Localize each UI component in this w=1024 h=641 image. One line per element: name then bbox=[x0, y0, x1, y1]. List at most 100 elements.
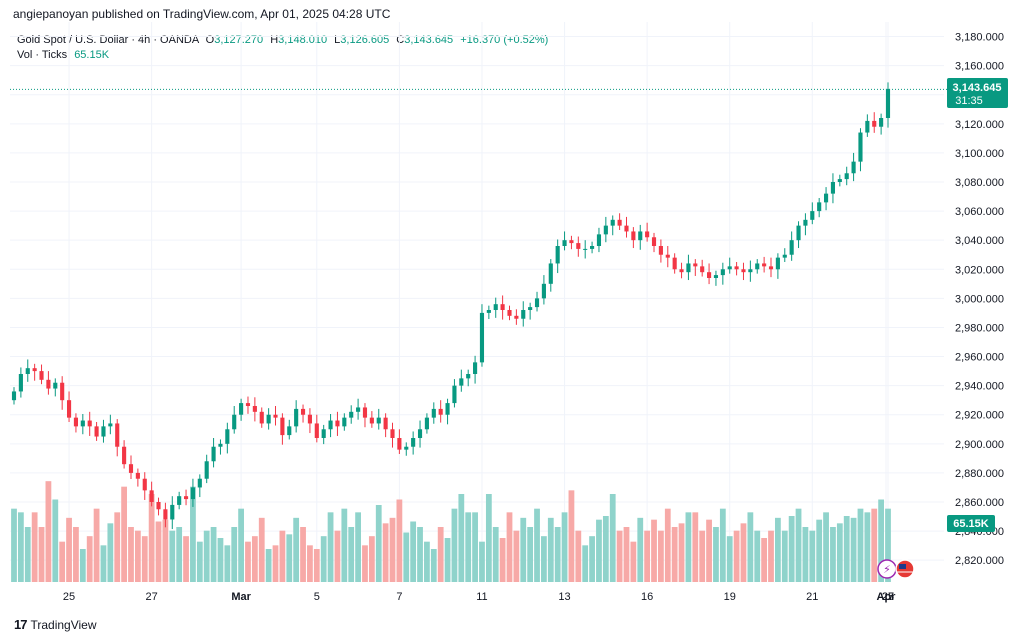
candle-body bbox=[225, 429, 230, 444]
volume-bar bbox=[836, 523, 843, 582]
volume-bar bbox=[644, 530, 651, 582]
candle-body bbox=[803, 219, 808, 226]
candle-body bbox=[239, 403, 244, 415]
candle-body bbox=[66, 400, 72, 418]
candles bbox=[11, 82, 891, 530]
volume-bar bbox=[300, 527, 306, 582]
candle-body bbox=[782, 254, 787, 258]
volume-label[interactable]: Vol · Ticks bbox=[17, 49, 68, 61]
volume-bar bbox=[616, 530, 623, 582]
volume-bar bbox=[781, 530, 788, 582]
volume-bar bbox=[128, 527, 134, 582]
volume-bar bbox=[685, 512, 692, 582]
volume-bar bbox=[857, 508, 864, 582]
volume-bar bbox=[31, 512, 38, 582]
volume-bar bbox=[774, 517, 781, 582]
candle-body bbox=[473, 362, 478, 374]
volume-bar bbox=[492, 527, 499, 582]
volume-bar bbox=[692, 512, 699, 582]
candle-body bbox=[177, 496, 182, 505]
candle-body bbox=[349, 411, 354, 418]
volume-bar bbox=[561, 512, 568, 582]
volume-bar bbox=[465, 512, 472, 582]
volume-bar bbox=[251, 536, 258, 582]
candle-body bbox=[252, 406, 257, 412]
candle-body bbox=[514, 315, 519, 319]
candle-body bbox=[218, 443, 223, 447]
volume-bar bbox=[66, 517, 72, 582]
candle-body bbox=[548, 263, 553, 284]
y-tick-label: 2,940.000 bbox=[955, 381, 1004, 393]
volume-bar bbox=[238, 508, 244, 582]
volume-bar bbox=[24, 527, 31, 582]
candle-body bbox=[534, 298, 540, 308]
x-tick-label: 25 bbox=[63, 591, 75, 603]
volume-bar bbox=[637, 517, 644, 582]
candle-body bbox=[404, 446, 409, 450]
volume-bar bbox=[451, 508, 458, 582]
volume-bar bbox=[444, 538, 451, 582]
event-icons[interactable]: ⚡ bbox=[877, 559, 915, 579]
volume-bar bbox=[740, 523, 747, 582]
volume-bar bbox=[534, 508, 540, 582]
volume-bar bbox=[568, 490, 575, 582]
volume-bar bbox=[327, 512, 334, 582]
candle-body bbox=[603, 225, 608, 235]
candle-body bbox=[658, 246, 663, 255]
volume-bar bbox=[341, 508, 348, 582]
candle-body bbox=[576, 243, 581, 249]
candle-body bbox=[280, 417, 285, 436]
volume-bar bbox=[816, 519, 823, 582]
volume-bar bbox=[293, 517, 300, 582]
candle-body bbox=[872, 120, 877, 127]
candle-body bbox=[810, 211, 815, 220]
x-tick-label: 16 bbox=[641, 591, 653, 603]
candle-body bbox=[314, 423, 319, 438]
candle-body bbox=[693, 263, 698, 267]
candle-body bbox=[762, 263, 767, 267]
volume-bar bbox=[265, 549, 272, 582]
volume-bar bbox=[430, 549, 437, 582]
volume-bar bbox=[114, 512, 121, 582]
volume-bar bbox=[141, 536, 148, 582]
candle-body bbox=[232, 414, 237, 430]
candle-body bbox=[80, 420, 85, 427]
last-price-text: 3,143.645 bbox=[953, 82, 1002, 94]
candle-body bbox=[108, 423, 113, 427]
volume-bar bbox=[596, 519, 602, 582]
candle-body bbox=[521, 310, 526, 319]
candle-body bbox=[397, 438, 402, 450]
candle-body bbox=[445, 403, 450, 415]
candle-body bbox=[369, 417, 374, 424]
candle-body bbox=[727, 266, 732, 270]
candle-body bbox=[362, 407, 368, 418]
x-tick-label: 11 bbox=[476, 591, 487, 603]
candle-body bbox=[596, 234, 602, 246]
candle-body bbox=[672, 257, 677, 270]
candle-body bbox=[665, 254, 670, 258]
publisher-line: angiepanoyan published on TradingView.co… bbox=[13, 7, 391, 21]
candle-body bbox=[431, 408, 436, 418]
footer-brand[interactable]: 17 TradingView bbox=[14, 617, 97, 632]
volume-bar bbox=[86, 536, 93, 582]
volume-bar bbox=[864, 512, 871, 582]
candle-body bbox=[149, 490, 154, 502]
brand-name: TradingView bbox=[30, 617, 97, 632]
volume-bar bbox=[513, 530, 520, 582]
candle-body bbox=[562, 240, 567, 246]
volume-bar bbox=[38, 527, 45, 582]
candle-body bbox=[294, 408, 299, 427]
volume-bar bbox=[93, 508, 100, 582]
countdown-text: 31:35 bbox=[955, 95, 983, 107]
candle-body bbox=[300, 408, 306, 415]
price-axis[interactable]: 2,820.0002,840.0002,860.0002,880.0002,90… bbox=[955, 32, 1004, 568]
volume-bar bbox=[279, 530, 286, 582]
x-tick-label: 27 bbox=[882, 591, 894, 603]
candle-body bbox=[555, 246, 560, 264]
volume-bar bbox=[850, 517, 857, 582]
candle-body bbox=[25, 368, 30, 374]
candle-body bbox=[700, 266, 705, 273]
volume-row: Vol · Ticks 65.15K bbox=[17, 48, 548, 63]
